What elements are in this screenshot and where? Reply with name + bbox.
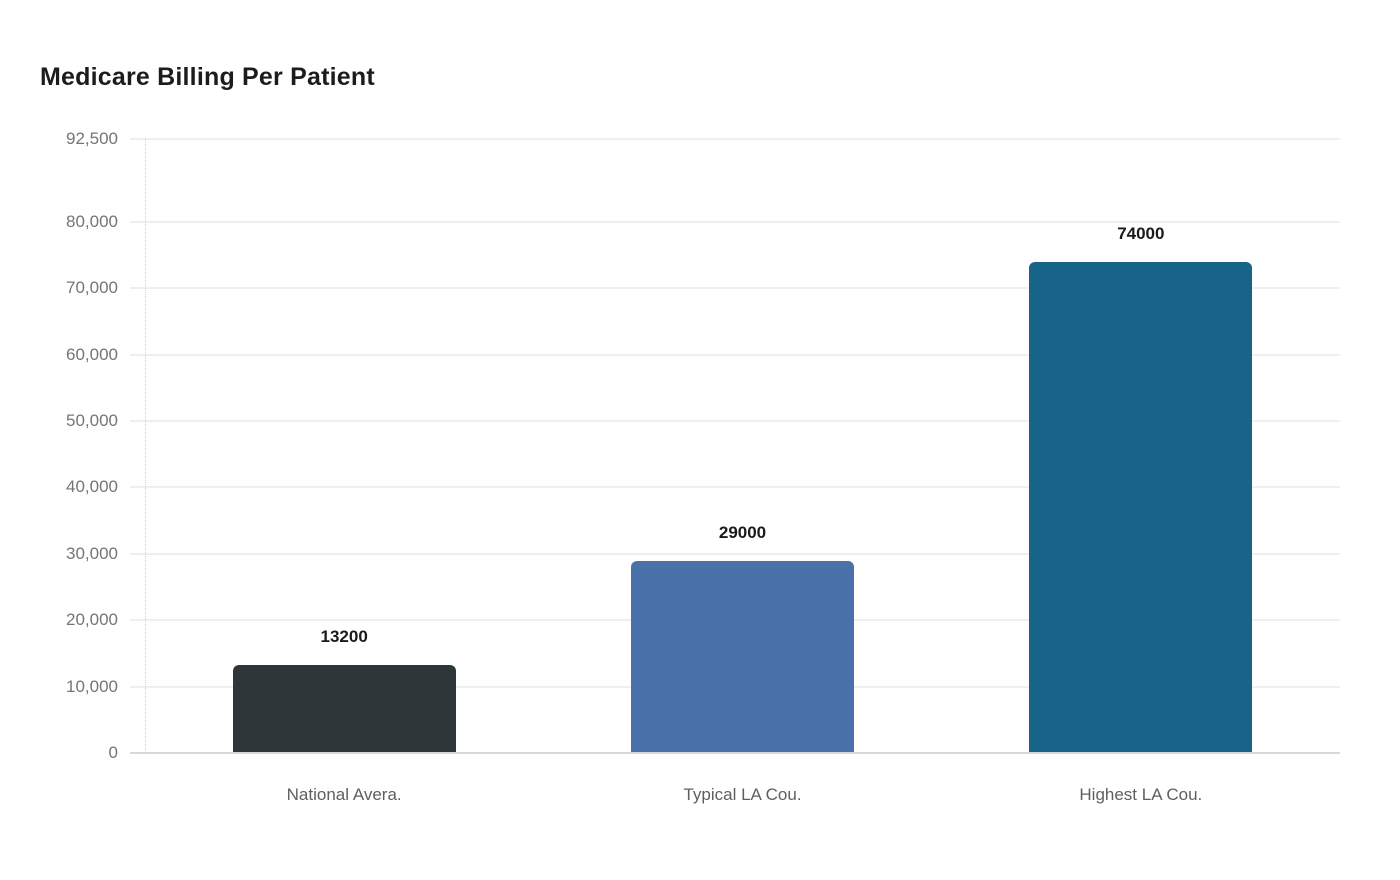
gridline [130, 287, 1340, 290]
y-axis-tick-label: 30,000 [66, 543, 118, 563]
x-axis-category-label: National Avera. [286, 785, 402, 804]
bar-value-label: 74000 [1117, 223, 1165, 243]
chart-title: Medicare Billing Per Patient [40, 63, 375, 91]
gridline [130, 353, 1340, 356]
bar-highest-la-cou [1029, 261, 1253, 753]
gridline [130, 220, 1340, 223]
gridline [130, 552, 1340, 555]
x-axis-line [130, 752, 1340, 754]
gridline [130, 486, 1340, 489]
y-axis-tick-label: 60,000 [66, 344, 118, 364]
y-axis-tick-label: 40,000 [66, 477, 118, 497]
gridline [130, 420, 1340, 423]
y-axis-tick-label: 20,000 [66, 610, 118, 630]
y-axis-tick-label: 80,000 [66, 211, 118, 231]
bar-typical-la-cou [631, 560, 854, 753]
x-axis-category-label: Highest LA Cou. [1079, 785, 1203, 804]
y-axis-tick-label: 50,000 [66, 411, 118, 431]
y-axis-line [145, 139, 146, 753]
x-axis-category-label: Typical LA Cou. [683, 785, 802, 804]
y-axis-tick-label: 10,000 [66, 676, 118, 696]
bar-national-avera [232, 665, 456, 753]
y-axis-tick-label: 92,500 [66, 129, 118, 148]
gridline [130, 138, 1340, 140]
bar-value-label: 13200 [320, 627, 368, 647]
bar-value-label: 29000 [718, 522, 767, 542]
y-axis-tick-label: 70,000 [66, 278, 118, 298]
y-axis-tick-label: 0 [108, 743, 118, 762]
